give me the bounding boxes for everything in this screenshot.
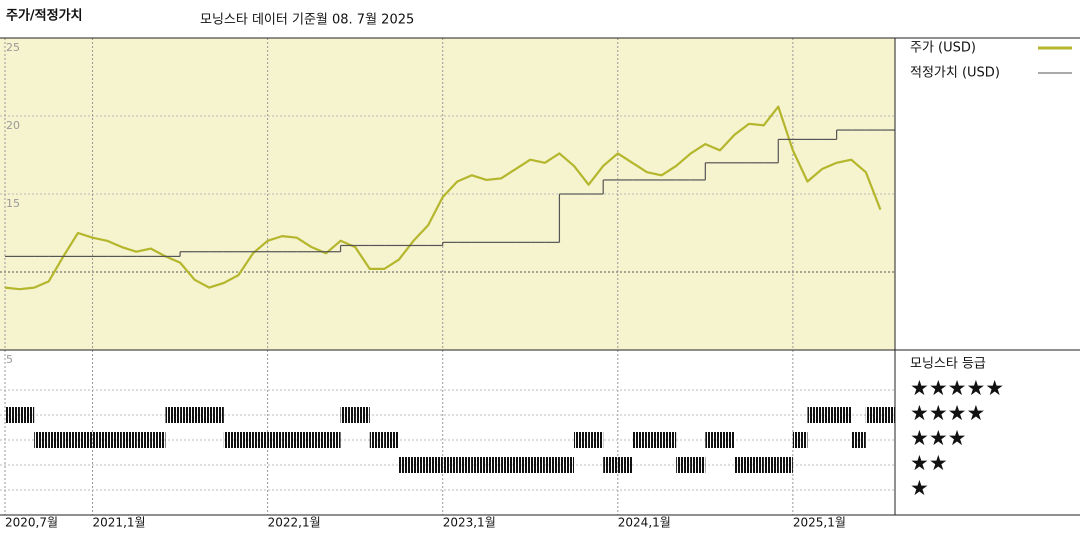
rating-bar [48,432,64,448]
rating-bar [340,407,356,423]
rating-bar [107,432,122,448]
rating-bar [792,432,808,448]
rating-bar [209,407,224,423]
rating-bar [515,457,531,473]
rating-bar [428,457,443,473]
rating-bar [34,432,49,448]
rating-bar [559,457,575,473]
x-tick-label: 2023,1월 [443,516,496,530]
rating-label: ★ [910,476,929,500]
rating-bar [369,432,385,448]
rating-bar [880,407,895,423]
rating-bar [63,432,78,448]
rating-bar [807,407,823,423]
rating-label: ★★★ [910,426,966,450]
rating-bar [223,432,239,448]
rating-bar [5,407,20,423]
rating-bar [442,457,458,473]
rating-bar [734,457,750,473]
rating-bar [19,407,35,423]
rating-bar [486,457,502,473]
x-tick-label: 2022,1월 [268,516,321,530]
y-tick-label: 25 [6,41,20,54]
rating-bar [836,407,852,423]
rating-bar [238,432,254,448]
legend-label: 주가 (USD) [910,41,976,56]
rating-bar [763,457,779,473]
rating-bar [457,457,472,473]
rating-title: 모닝스타 등급 [910,357,986,372]
x-tick-label: 2020,7월 [5,516,58,530]
rating-bar [574,432,589,448]
rating-bar [413,457,429,473]
rating-bar [180,407,195,423]
rating-bar [355,407,370,423]
rating-bar [588,432,604,448]
rating-bar [690,457,706,473]
x-tick-label: 2025,1월 [793,516,846,530]
rating-bar [121,432,137,448]
rating-bar [822,407,837,423]
rating-bar [851,432,866,448]
rating-bar [77,432,93,448]
rating-bar [311,432,326,448]
rating-bar [719,432,735,448]
x-tick-label: 2021,1월 [93,516,146,530]
rating-label: ★★★★★ [910,376,1004,400]
subtitle: 모닝스타 데이터 기준월 08. 7월 2025 [200,13,414,28]
x-tick-label: 2024,1월 [618,516,671,530]
rating-bar [471,457,487,473]
rating-bar [282,432,297,448]
legend-label: 적정가치 (USD) [910,66,1000,81]
rating-bar [632,432,647,448]
rating-bar [603,457,618,473]
rating-bar [865,407,881,423]
rating-bar [661,432,677,448]
rating-bar [92,432,108,448]
rating-bar [398,457,414,473]
rating-bar [325,432,341,448]
rating-bar [296,432,312,448]
y-tick-label: 20 [6,119,20,132]
price-line [4,105,882,291]
rating-bar [136,432,151,448]
y-tick-label: 15 [6,197,20,210]
rating-bar [165,407,181,423]
y-tick-label: 5 [6,353,13,366]
rating-bar [194,407,210,423]
rating-bar [530,457,545,473]
chart-title: 주가/적정가치 [6,8,83,24]
rating-bar [778,457,793,473]
rating-bar [617,457,633,473]
frame [0,37,1080,516]
rating-label: ★★★★ [910,401,985,425]
rating-bar [501,457,516,473]
rating-bar [267,432,283,448]
fair-value-connector [179,130,838,257]
rating-bar [749,457,764,473]
rating-bar [253,432,268,448]
rating-bar [676,457,691,473]
rating-bar [384,432,399,448]
rating-bar [646,432,662,448]
rating-bar [544,457,560,473]
rating-label: ★★ [910,451,948,475]
rating-bar [150,432,166,448]
rating-bar [705,432,720,448]
